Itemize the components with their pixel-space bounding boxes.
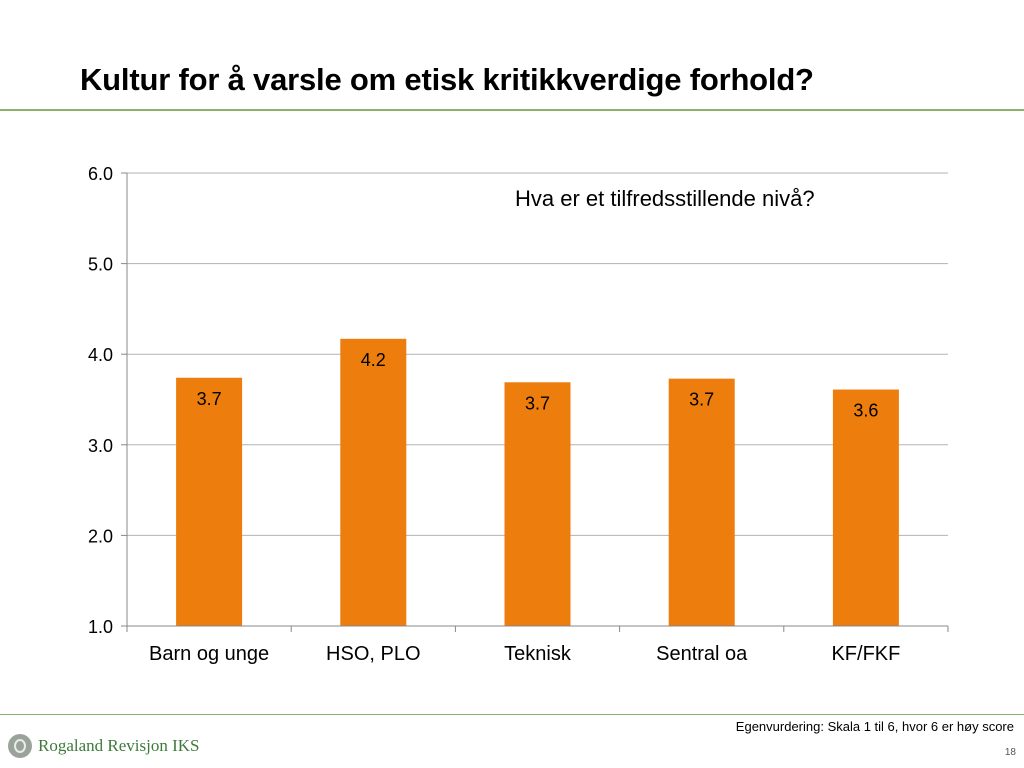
bars xyxy=(176,338,899,626)
x-category-label: Barn og unge xyxy=(149,643,269,665)
bar xyxy=(176,377,243,626)
bar xyxy=(832,389,899,626)
bar-data-label: 3.7 xyxy=(525,393,550,413)
bar-chart: 3.7 4.2 3.7 3.7 3.6 1.0 2.0 3.0 4.0 5.0 6.0 Barn … xyxy=(88,164,949,665)
company-logo: Rogaland Revisjon IKS xyxy=(8,733,200,759)
y-tick-label: 3.0 xyxy=(88,436,113,456)
title-divider xyxy=(0,109,1024,111)
footer-divider xyxy=(0,714,1024,715)
y-tick-label: 2.0 xyxy=(88,526,113,546)
bar-data-label: 3.7 xyxy=(197,389,222,409)
y-tick-label: 1.0 xyxy=(88,617,113,637)
scale-footnote: Egenvurdering: Skala 1 til 6, hvor 6 er … xyxy=(735,719,1014,734)
y-tick-label: 4.0 xyxy=(88,345,113,365)
logo-emblem-icon xyxy=(8,734,32,758)
chart-annotation: Hva er et tilfredsstillende nivå? xyxy=(515,186,815,211)
bar xyxy=(504,382,571,626)
x-category-label: Sentral oa xyxy=(656,643,748,665)
y-tick-label: 5.0 xyxy=(88,255,113,275)
bar-data-label: 3.7 xyxy=(689,390,714,410)
x-category-label: Teknisk xyxy=(504,643,572,665)
x-category-label: HSO, PLO xyxy=(326,643,420,665)
y-axis: 1.0 2.0 3.0 4.0 5.0 6.0 xyxy=(88,164,128,637)
x-axis: Barn og unge HSO, PLO Teknisk Sentral oa KF/… xyxy=(126,625,949,665)
logo-text: Rogaland Revisjon IKS xyxy=(38,736,200,755)
bar-data-label: 3.6 xyxy=(853,401,878,421)
bar xyxy=(340,338,407,626)
data-labels: 3.7 4.2 3.7 3.7 3.6 xyxy=(197,350,879,421)
y-tick-label: 6.0 xyxy=(88,164,113,184)
page-number: 18 xyxy=(1004,747,1016,758)
bar-data-label: 4.2 xyxy=(361,350,386,370)
slide-title: Kultur for å varsle om etisk kritikkverd… xyxy=(80,62,814,97)
bar xyxy=(668,378,735,626)
x-category-label: KF/FKF xyxy=(831,643,900,665)
